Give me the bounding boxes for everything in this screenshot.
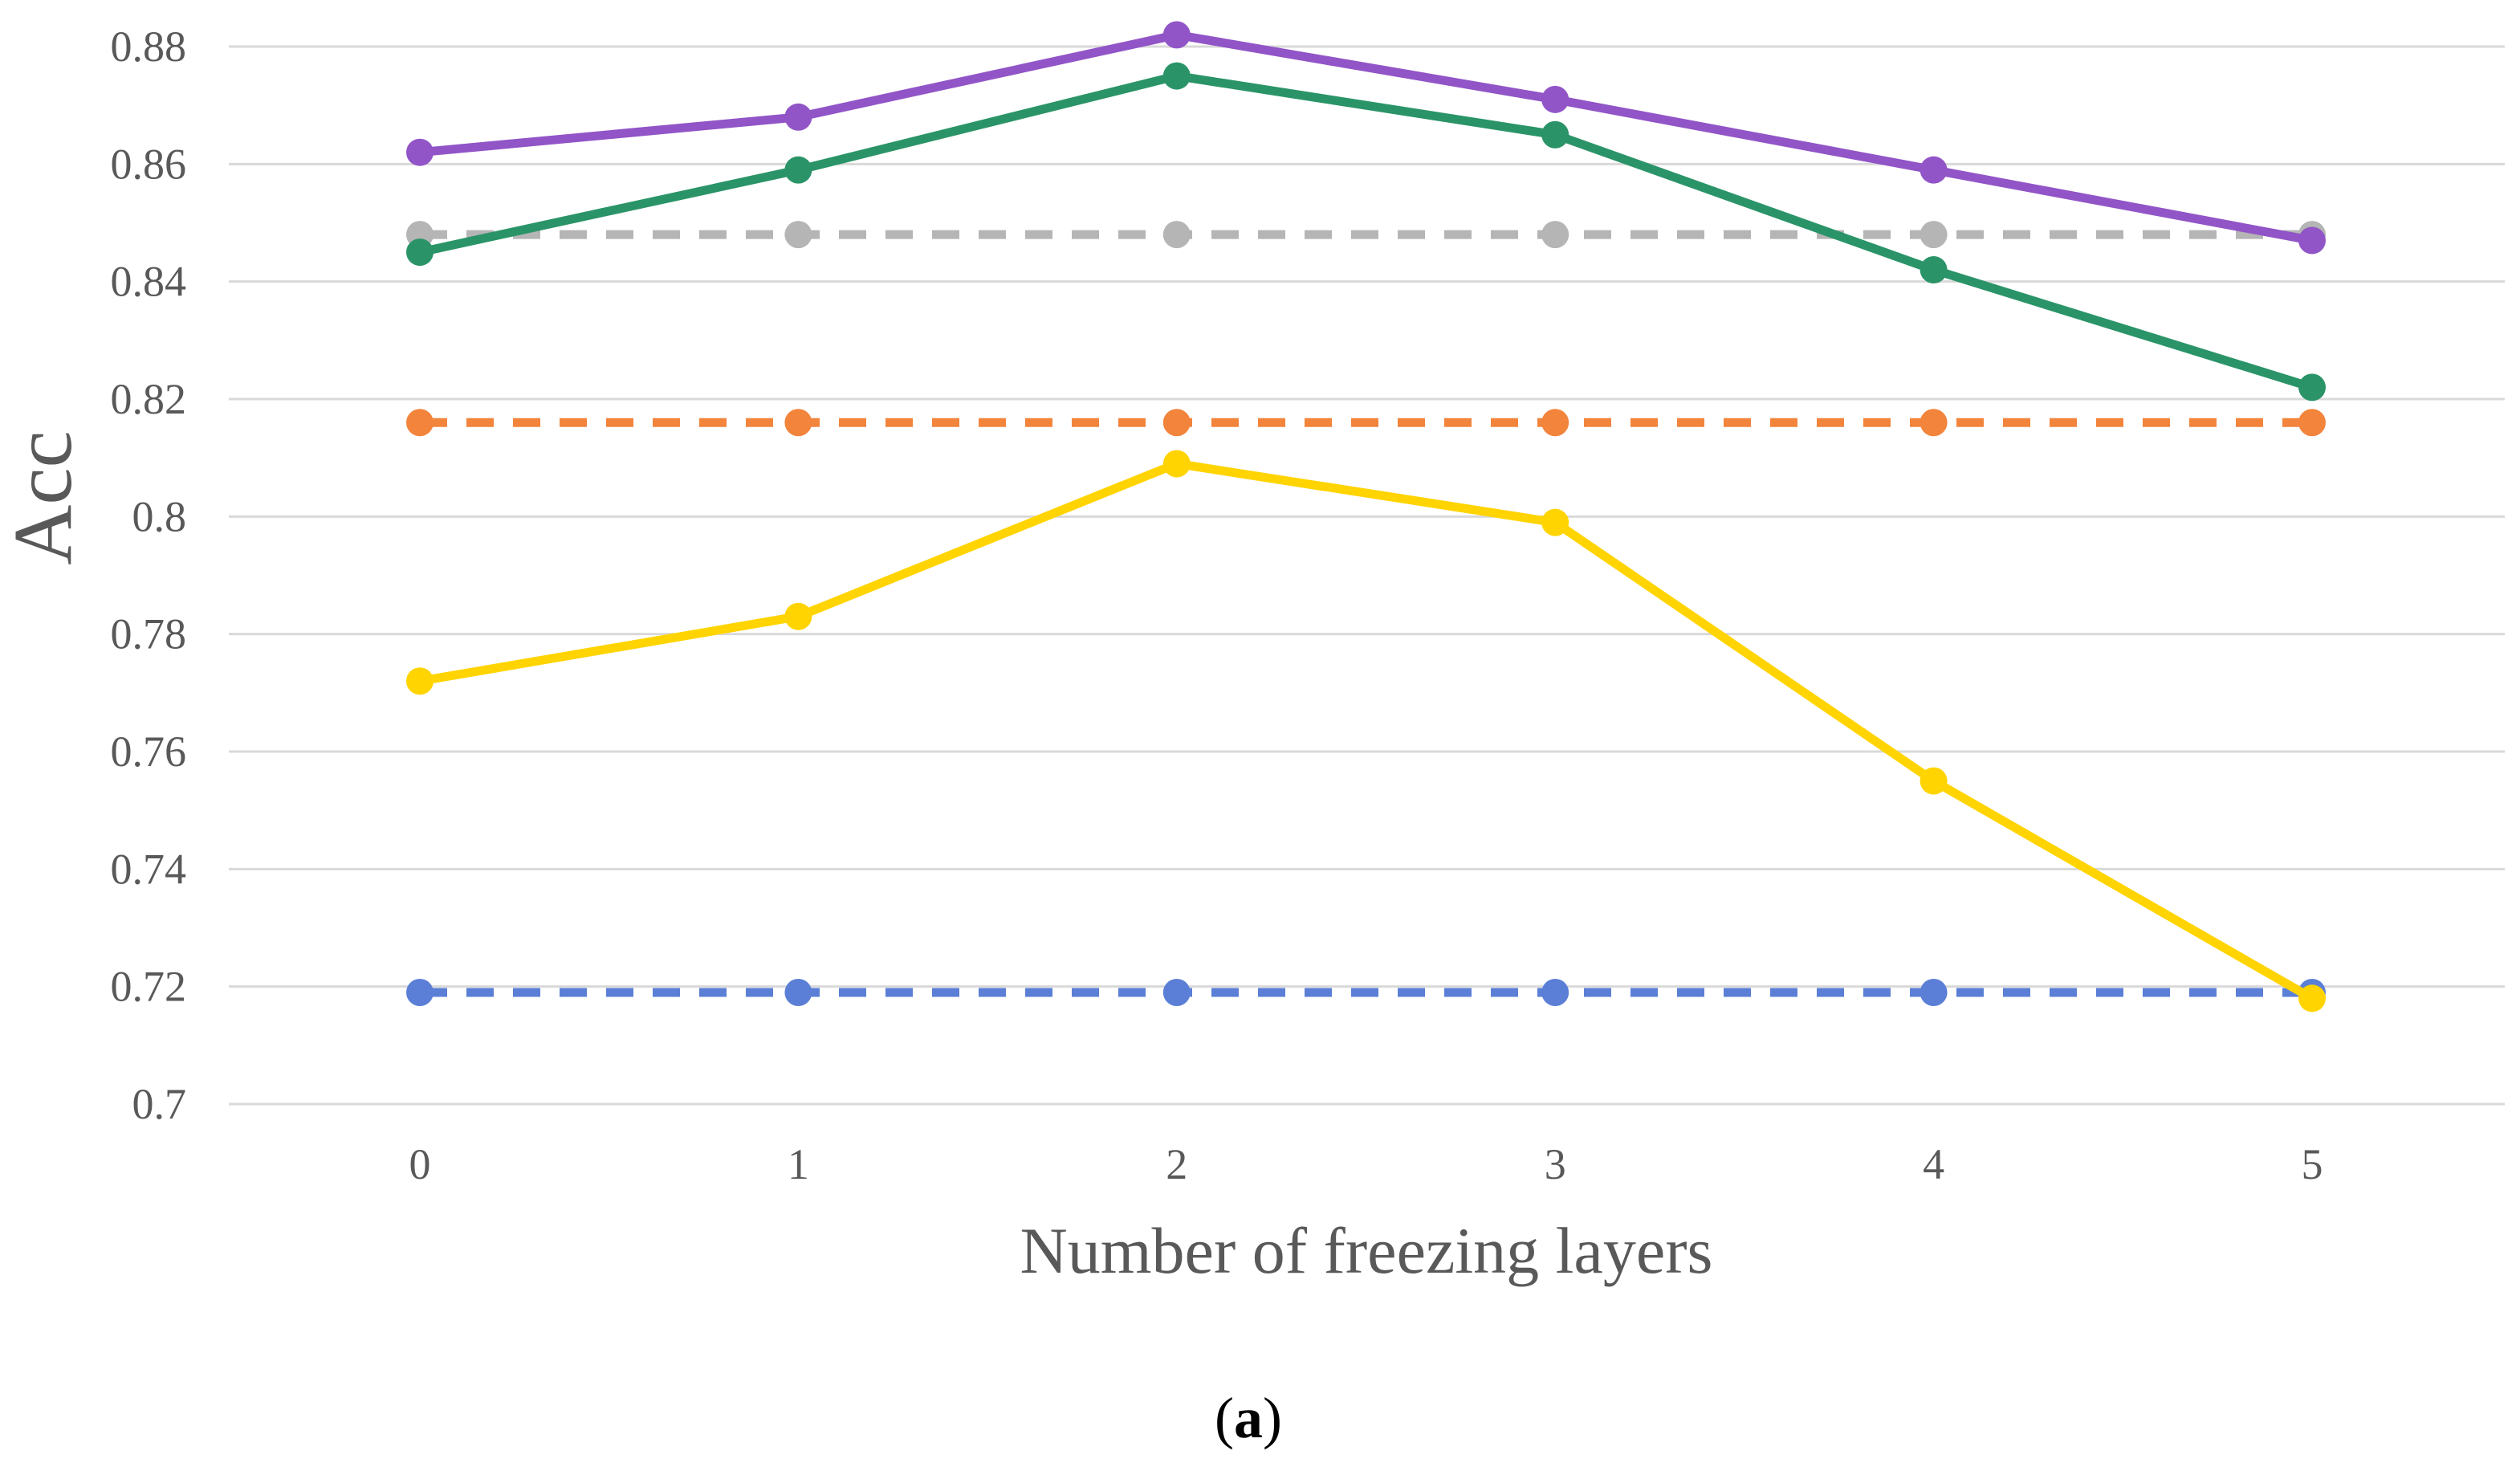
data-point (406, 978, 434, 1006)
y-tick-label: 0.84 (111, 258, 187, 306)
data-point (406, 238, 434, 267)
gridlines (229, 45, 2505, 1106)
series-line (415, 30, 2317, 245)
y-axis-ticks: 0.7 0.72 0.74 0.76 0.78 0.8 0.82 0.84 0.86 0.88 (111, 22, 187, 1128)
series-4 (406, 62, 2326, 401)
data-point (2298, 226, 2326, 255)
data-point (1920, 221, 1948, 249)
data-point (1920, 256, 1948, 284)
y-tick-label: 0.76 (111, 727, 187, 776)
data-point (1541, 508, 1569, 536)
data-point (784, 103, 812, 131)
y-tick-label: 0.7 (132, 1080, 187, 1128)
figure-caption: (a) (1215, 1386, 1282, 1450)
x-tick-label: 0 (409, 1140, 431, 1188)
data-point (406, 409, 434, 437)
x-tick-label: 2 (1166, 1140, 1187, 1188)
x-tick-label: 3 (1545, 1140, 1566, 1188)
data-point (1541, 978, 1569, 1006)
data-point (1162, 221, 1191, 249)
y-tick-label: 0.8 (132, 492, 187, 540)
series-layer (406, 21, 2326, 1013)
data-point (1920, 767, 1948, 795)
y-tick-label: 0.82 (111, 375, 187, 423)
data-point (784, 156, 812, 184)
data-point (1541, 409, 1569, 437)
data-point (784, 221, 812, 249)
data-point (1920, 978, 1948, 1006)
data-point (1920, 156, 1948, 184)
data-point (1541, 221, 1569, 249)
y-tick-label: 0.74 (111, 845, 187, 893)
data-point (1541, 120, 1569, 149)
caption-open-paren: ( (1215, 1386, 1234, 1450)
series-5 (406, 21, 2326, 255)
data-point (1541, 85, 1569, 113)
data-point (784, 409, 812, 437)
data-point (406, 138, 434, 166)
data-point (2298, 373, 2326, 401)
data-point (1162, 409, 1191, 437)
y-tick-label: 0.88 (111, 22, 187, 71)
x-axis-title: Number of freezing layers (1020, 1214, 1713, 1287)
data-point (406, 667, 434, 695)
series-0 (406, 978, 2326, 1006)
caption-letter: a (1234, 1386, 1263, 1450)
caption-close-paren: ) (1263, 1386, 1282, 1450)
x-axis-ticks: 0 1 2 3 4 5 (409, 1140, 2323, 1188)
series-line (415, 458, 2317, 1003)
data-point (2298, 409, 2326, 437)
x-tick-label: 5 (2302, 1140, 2323, 1188)
y-axis-title: Acc (0, 430, 89, 564)
data-point (1162, 62, 1191, 90)
series-line (415, 71, 2317, 392)
data-point (1162, 450, 1191, 478)
data-point (1920, 409, 1948, 437)
data-point (784, 602, 812, 630)
x-tick-label: 4 (1923, 1140, 1944, 1188)
data-point (784, 978, 812, 1006)
data-point (1162, 978, 1191, 1006)
series-2 (406, 409, 2326, 437)
y-tick-label: 0.86 (111, 140, 187, 188)
x-tick-label: 1 (788, 1140, 809, 1188)
data-point (2298, 984, 2326, 1013)
data-point (1162, 21, 1191, 49)
y-tick-label: 0.72 (111, 963, 187, 1011)
y-tick-label: 0.78 (111, 610, 187, 658)
series-3 (406, 450, 2326, 1013)
series-1 (406, 221, 2326, 249)
